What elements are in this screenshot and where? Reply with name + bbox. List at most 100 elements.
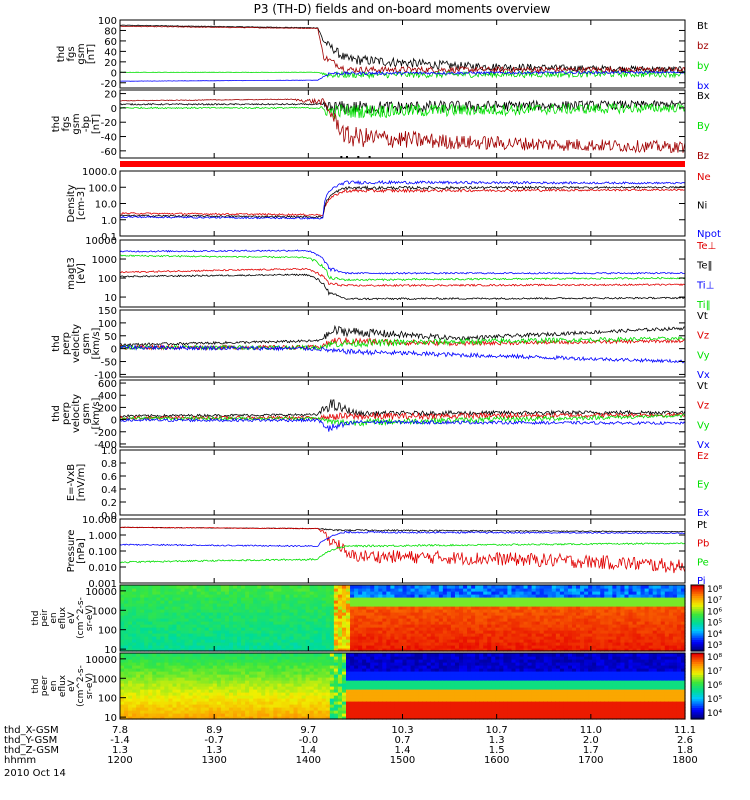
spectrogram-cell	[527, 615, 533, 619]
spectrogram-cell	[463, 591, 468, 595]
series-line-Pb	[119, 526, 686, 574]
spectrogram-cell	[410, 633, 416, 637]
spectrogram-cell	[358, 642, 363, 646]
spectrogram-cell	[567, 615, 573, 619]
spectrogram-cell	[382, 704, 387, 708]
spectrogram-cell	[350, 659, 355, 663]
spectrogram-cell	[293, 686, 299, 690]
spectrogram-cell	[253, 683, 258, 687]
colorbar-label: 10³	[707, 641, 722, 651]
spectrogram-cell	[257, 683, 262, 687]
spectrogram-cell	[257, 692, 262, 696]
spectrogram-cell	[378, 621, 383, 625]
spectrogram-cell	[660, 597, 666, 601]
spectrogram-cell	[196, 656, 202, 660]
spectrogram-cell	[386, 701, 391, 705]
spectrogram-cell	[660, 639, 666, 643]
legend-entry-Bz: Bz	[697, 151, 709, 162]
spectrogram-cell	[309, 686, 315, 690]
spectrogram-cell	[374, 686, 379, 690]
spectrogram-cell	[547, 630, 553, 634]
spectrogram-cell	[172, 659, 178, 663]
spectrogram-cell	[220, 668, 226, 672]
spectrogram-cell	[341, 591, 347, 595]
spectrogram-cell	[233, 597, 238, 601]
spectrogram-cell	[253, 639, 258, 643]
spectrogram-cell	[652, 615, 658, 619]
spectrogram-cell	[180, 597, 186, 601]
spectrogram-cell	[168, 642, 174, 646]
spectrogram-cell	[341, 624, 347, 628]
spectrogram-cell	[527, 624, 533, 628]
spectrogram-cell	[184, 674, 190, 678]
spectrogram-cell	[454, 633, 460, 637]
spectrogram-cell	[208, 627, 214, 631]
spectrogram-cell	[132, 597, 137, 601]
spectrogram-cell	[297, 591, 303, 595]
spectrogram-cell	[241, 627, 246, 631]
spectrogram-cell	[313, 680, 319, 684]
spectrogram-cell	[406, 615, 412, 619]
spectrogram-cell	[329, 597, 335, 601]
spectrogram-cell	[386, 627, 391, 631]
panel-frame	[119, 170, 686, 237]
spectrogram-cell	[261, 695, 266, 699]
spectrogram-cell	[390, 707, 396, 711]
spectrogram-cell	[394, 639, 400, 643]
spectrogram-cell	[551, 612, 557, 616]
spectrogram-cell	[531, 594, 537, 598]
spectrogram-cell	[180, 680, 186, 684]
spectrogram-cell	[616, 588, 622, 592]
spectrogram-cell	[261, 621, 266, 625]
spectrogram-cell	[471, 618, 476, 622]
spectrogram-cell	[442, 645, 448, 649]
spectrogram-cell	[402, 621, 408, 625]
spectrogram-cell	[265, 671, 270, 675]
spectrogram-cell	[196, 633, 202, 637]
spectrogram-cell	[596, 633, 601, 637]
spectrogram-cell	[652, 645, 658, 649]
spectrogram-cell	[402, 600, 408, 604]
spectrogram-cell	[265, 692, 270, 696]
spectrogram-cell	[152, 648, 157, 652]
spectrogram-cell	[515, 615, 521, 619]
spectrogram-cell	[245, 692, 250, 696]
colorbar-cell	[691, 600, 704, 604]
spectrogram-cell	[592, 639, 597, 643]
spectrogram-cell	[370, 624, 375, 628]
spectrogram-cell	[224, 642, 230, 646]
spectrogram-cell	[341, 621, 347, 625]
colorbar-label: 10⁷	[707, 596, 722, 606]
spectrogram-cell	[184, 707, 190, 711]
spectrogram-cell	[511, 588, 517, 592]
spectrogram-cell	[386, 609, 391, 613]
spectrogram-cell	[160, 636, 165, 640]
spectrogram-cell	[592, 648, 597, 652]
spectrogram-cell	[301, 606, 307, 610]
spectrogram-cell	[289, 609, 295, 613]
spectrogram-cell	[237, 600, 242, 604]
spectrogram-cell	[277, 653, 283, 657]
spectrogram-cell	[317, 710, 323, 714]
spectrogram-cell	[535, 633, 541, 637]
spectrogram-cell	[442, 615, 448, 619]
spectrogram-cell	[515, 618, 521, 622]
spectrogram-cell	[434, 648, 440, 652]
spectrogram-cell	[289, 692, 295, 696]
spectrogram-cell	[241, 594, 246, 598]
spectrogram-cell	[430, 594, 436, 598]
spectrogram-cell	[289, 585, 295, 589]
spectrogram-cell	[140, 645, 145, 649]
spectrogram-cell	[204, 689, 210, 693]
spectrogram-cell	[293, 621, 299, 625]
spectrogram-cell	[321, 698, 327, 702]
spectrogram-cell	[370, 662, 375, 666]
spectrogram-cell	[333, 639, 339, 643]
spectrogram-cell	[337, 612, 343, 616]
spectrogram-cell	[350, 588, 355, 592]
spectrogram-cell	[273, 627, 278, 631]
spectrogram-cell	[535, 606, 541, 610]
spectrogram-cell	[208, 606, 214, 610]
spectrogram-cell	[636, 609, 642, 613]
